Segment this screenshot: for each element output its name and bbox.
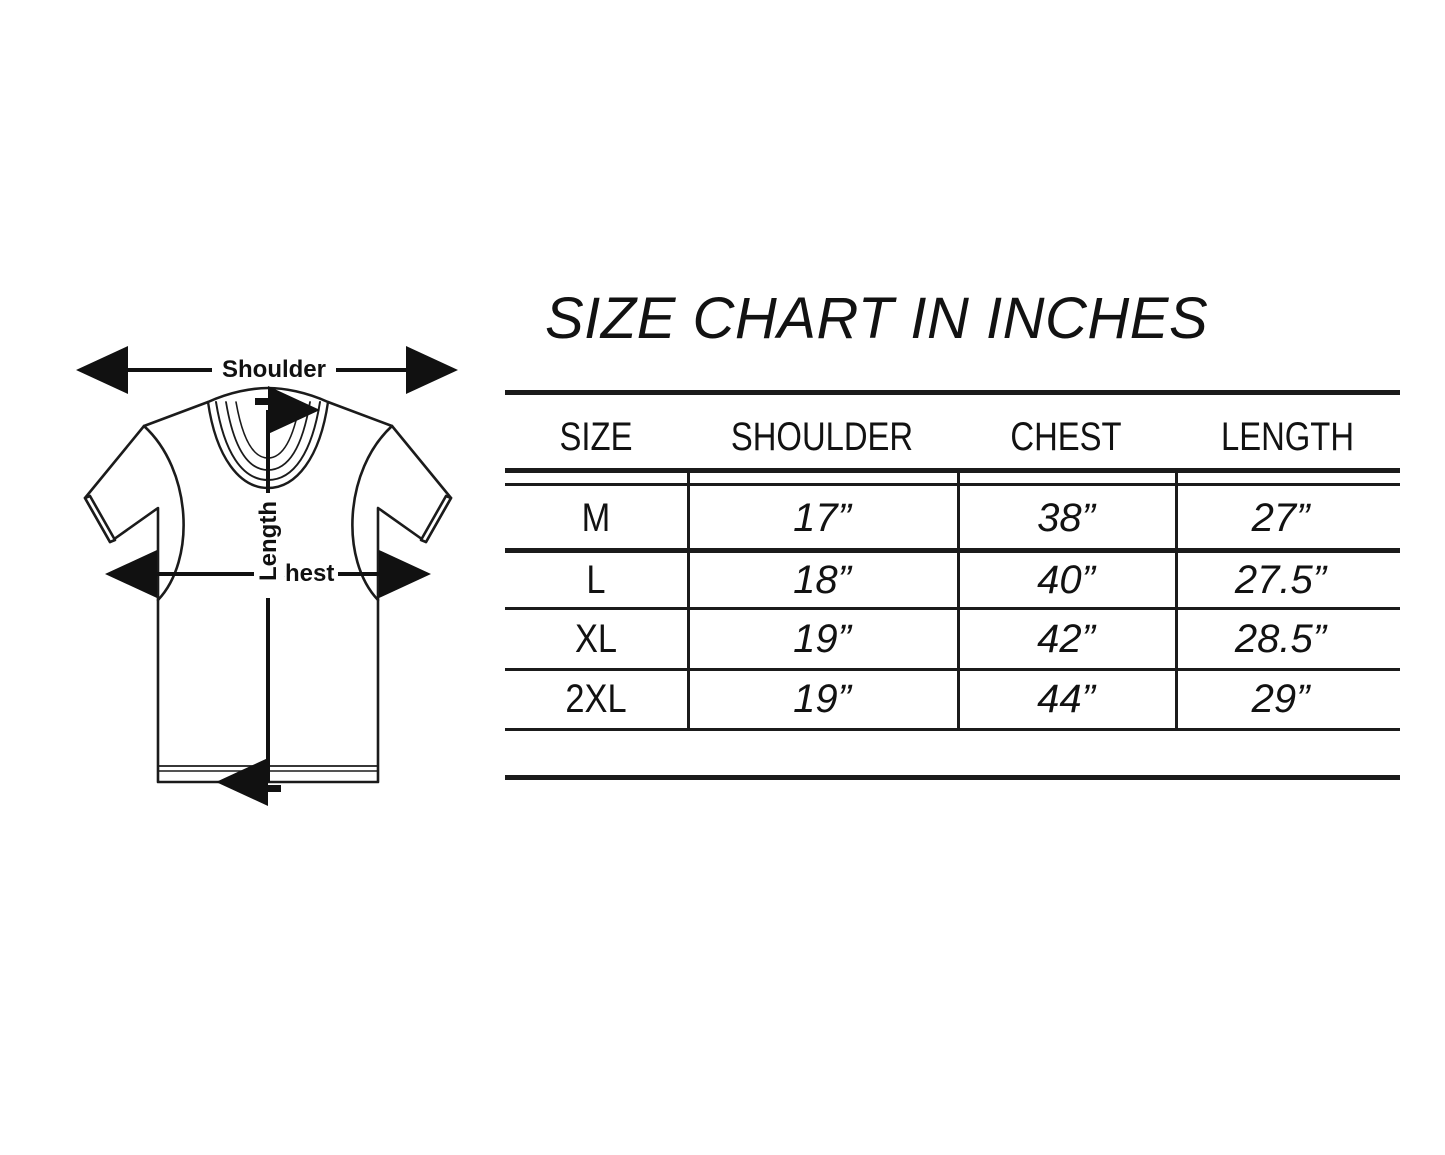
cell-size: M [581,496,611,540]
length-dimension [216,386,320,806]
table-divider-1 [687,471,690,731]
t-shirt-measurement-diagram: Shoulder Chest Length [40,330,500,820]
table-rule-row-m-top [505,483,1400,486]
table-row: L 18” 40” 27.5” [505,553,1400,607]
column-header-length: LENGTH [1220,415,1355,459]
shoulder-label: Shoulder [212,355,336,385]
cell-chest: 40” [1037,558,1095,602]
cell-length: 28.5” [1234,617,1327,661]
length-label: Length [254,493,284,589]
table-divider-3 [1175,471,1178,731]
table-divider-2 [957,471,960,731]
table-rule-top [505,390,1400,395]
size-chart-table: SIZE SHOULDER CHEST LENGTH M 17” 38” 27”… [505,386,1400,781]
table-row: M 17” 38” 27” [505,486,1400,548]
cell-chest: 38” [1037,496,1095,540]
column-header-shoulder: SHOULDER [730,415,914,459]
table-row: 2XL 19” 44” 29” [505,671,1400,728]
cell-shoulder: 17” [793,496,851,540]
table-rule-header-bot [505,468,1400,473]
table-header-row: SIZE SHOULDER CHEST LENGTH [505,408,1400,466]
neck-tick [255,398,281,405]
table-rule-row-2xl-top [505,668,1400,671]
table-rule-bottom [505,775,1400,780]
cell-shoulder: 19” [793,677,851,721]
table-rule-row-l-top [505,548,1400,553]
page-title: SIZE CHART IN INCHES [545,286,1209,351]
cell-length: 29” [1251,677,1310,721]
column-header-size: SIZE [559,415,633,459]
cell-size: L [586,558,606,602]
cell-length: 27.5” [1234,558,1327,602]
table-rule-body-bot [505,728,1400,731]
shoulder-dimension [76,346,458,394]
cell-shoulder: 18” [793,558,851,602]
cell-length: 27” [1251,496,1310,540]
cell-size: XL [574,617,618,661]
table-rule-row-xl-top [505,607,1400,610]
cell-chest: 42” [1037,617,1095,661]
table-row: XL 19” 42” 28.5” [505,610,1400,668]
cell-shoulder: 19” [793,617,851,661]
chest-dimension [105,550,431,598]
column-header-chest: CHEST [1010,415,1122,459]
cell-size: 2XL [565,677,627,721]
cell-chest: 44” [1037,677,1095,721]
